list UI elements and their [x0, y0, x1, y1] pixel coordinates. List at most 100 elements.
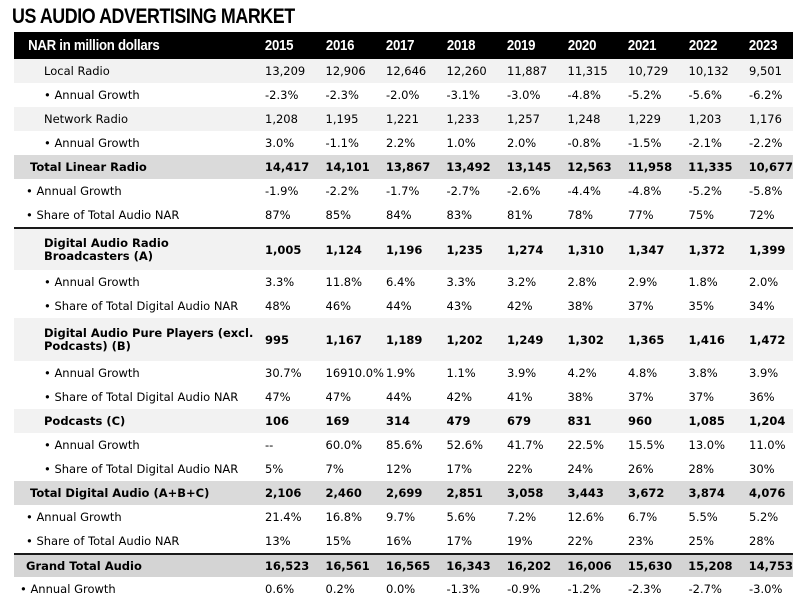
- value-cell: 4.8%: [628, 366, 658, 380]
- value-cell: 1,229: [628, 112, 661, 126]
- value-cell: 1,249: [507, 332, 544, 347]
- value-cell: 1,204: [749, 414, 786, 428]
- row-label: Grand Total Audio: [26, 558, 142, 573]
- value-cell: 13,145: [506, 160, 552, 174]
- value-cell: 7.2%: [507, 510, 537, 524]
- table-row-metric: • Share of Total Audio NAR 87% 85% 84% 83% 81…: [14, 203, 793, 227]
- table-row-category: Total Digital Audio (A+B+C) 2,106 2,460 2,6…: [14, 481, 793, 505]
- value-cell: 1,167: [325, 332, 362, 347]
- value-cell: 6.7%: [628, 510, 658, 524]
- value-cell: -5.2%: [628, 88, 662, 102]
- value-cell: -2.3%: [265, 88, 299, 102]
- value-cell: 1,221: [386, 112, 419, 126]
- value-cell: 15,630: [627, 559, 673, 573]
- value-cell: -2.1%: [688, 136, 722, 150]
- value-cell: 7%: [325, 462, 344, 476]
- value-cell: 13%: [265, 534, 291, 548]
- value-cell: 77%: [628, 208, 654, 222]
- value-cell: 9,501: [749, 64, 782, 78]
- value-cell: 3.3%: [265, 275, 295, 289]
- value-cell: 38%: [567, 299, 594, 313]
- value-cell: 17%: [446, 462, 473, 476]
- table-row-category: Digital Audio Radio Broadcasters (A) 1,00…: [14, 227, 793, 270]
- table-row-metric: • Share of Total Digital Audio NAR 5% 7% 12…: [14, 457, 793, 481]
- row-label: • Share of Total Digital Audio NAR: [44, 461, 239, 476]
- value-cell: 5.6%: [446, 510, 476, 524]
- row-label: Digital Audio Radio Broadcasters (A): [44, 235, 169, 263]
- table-row-metric: • Annual Growth 30.7% 16910.0% 1.9% 1.1% 3.9%…: [14, 361, 793, 385]
- value-cell: 36%: [749, 390, 775, 404]
- value-cell: 4.2%: [567, 366, 597, 380]
- value-cell: 15%: [325, 534, 352, 548]
- value-cell: 12%: [386, 462, 412, 476]
- value-cell: 46%: [325, 299, 352, 313]
- value-cell: 960: [628, 414, 653, 428]
- value-cell: 11.0%: [749, 438, 786, 452]
- value-cell: 28%: [688, 462, 715, 476]
- value-cell: 15,208: [688, 559, 733, 573]
- value-cell: 13,492: [446, 160, 491, 174]
- value-cell: 2.8%: [567, 275, 597, 289]
- value-cell: -2.6%: [507, 184, 541, 198]
- value-cell: -2.0%: [386, 88, 420, 102]
- table-row-metric: • Share of Total Audio NAR 13% 15% 16% 17% 19…: [14, 529, 793, 553]
- value-cell: 1,472: [749, 332, 786, 347]
- table-row-metric: • Annual Growth 3.3% 11.8% 6.4% 3.3% 3.2% 2.8%…: [14, 270, 793, 294]
- value-cell: 23%: [628, 534, 654, 548]
- value-cell: 1,208: [265, 112, 298, 126]
- page-title: US AUDIO ADVERTISING MARKET: [12, 5, 295, 28]
- year-column-header: 2020: [567, 37, 596, 54]
- value-cell: -5.2%: [688, 184, 722, 198]
- value-cell: 30%: [749, 462, 775, 476]
- value-cell: 48%: [265, 299, 291, 313]
- value-cell: -2.2%: [749, 136, 783, 150]
- year-column-header: 2017: [385, 37, 415, 54]
- value-cell: -3.0%: [507, 88, 541, 102]
- row-label: • Annual Growth: [44, 135, 140, 150]
- value-cell: 16.8%: [325, 510, 363, 524]
- value-cell: 1,195: [325, 112, 359, 126]
- value-cell: -2.2%: [325, 184, 359, 198]
- value-cell: 11.8%: [325, 275, 363, 289]
- table-row-metric: • Annual Growth 0.6% 0.2% 0.0% -1.3% -0.9% -1.…: [14, 577, 793, 601]
- table-row-metric: • Annual Growth 3.0% -1.1% 2.2% 1.0% 2.0% -0.8…: [14, 131, 793, 155]
- year-column-header: 2022: [688, 37, 717, 54]
- value-cell: 16,006: [567, 559, 612, 573]
- value-cell: 60.0%: [325, 438, 363, 452]
- value-cell: 16,202: [506, 559, 552, 573]
- value-cell: 2,851: [446, 486, 483, 500]
- table-row-metric: • Share of Total Digital Audio NAR 47% 47%…: [14, 385, 793, 409]
- value-cell: 1,005: [265, 242, 302, 257]
- value-cell: 1.1%: [446, 366, 476, 380]
- value-cell: 47%: [265, 390, 291, 404]
- value-cell: 1,176: [749, 112, 782, 126]
- value-cell: 85.6%: [386, 438, 423, 452]
- value-cell: -3.1%: [446, 88, 480, 102]
- row-label: • Annual Growth: [26, 183, 122, 198]
- value-cell: 44%: [386, 299, 412, 313]
- value-cell: -5.8%: [749, 184, 783, 198]
- row-label: Total Digital Audio (A+B+C): [30, 485, 210, 500]
- value-cell: 24%: [567, 462, 594, 476]
- value-cell: 1,085: [688, 414, 725, 428]
- value-cell: 26%: [628, 462, 654, 476]
- value-cell: -1.5%: [628, 136, 662, 150]
- row-label: Podcasts (C): [44, 413, 126, 428]
- value-cell: 1,189: [386, 332, 423, 347]
- value-cell: 314: [386, 414, 411, 428]
- value-cell: 12,646: [386, 64, 427, 78]
- table-row-metric: • Annual Growth 21.4% 16.8% 9.7% 5.6% 7.2% 12.…: [14, 505, 793, 529]
- value-cell: 0.2%: [325, 582, 355, 596]
- value-cell: 35%: [688, 299, 715, 313]
- table-row-category: Grand Total Audio 16,523 16,561 16,565 16,34…: [14, 553, 793, 577]
- row-label: • Share of Total Digital Audio NAR: [44, 298, 239, 313]
- value-cell: 1,202: [446, 332, 483, 347]
- row-label: • Annual Growth: [26, 509, 122, 524]
- value-cell: -6.2%: [749, 88, 783, 102]
- value-cell: 47%: [325, 390, 352, 404]
- value-cell: 2.9%: [628, 275, 658, 289]
- value-cell: -2.7%: [688, 582, 722, 596]
- value-cell: 995: [265, 332, 290, 347]
- row-label: • Share of Total Audio NAR: [26, 533, 180, 548]
- value-cell: -4.4%: [567, 184, 601, 198]
